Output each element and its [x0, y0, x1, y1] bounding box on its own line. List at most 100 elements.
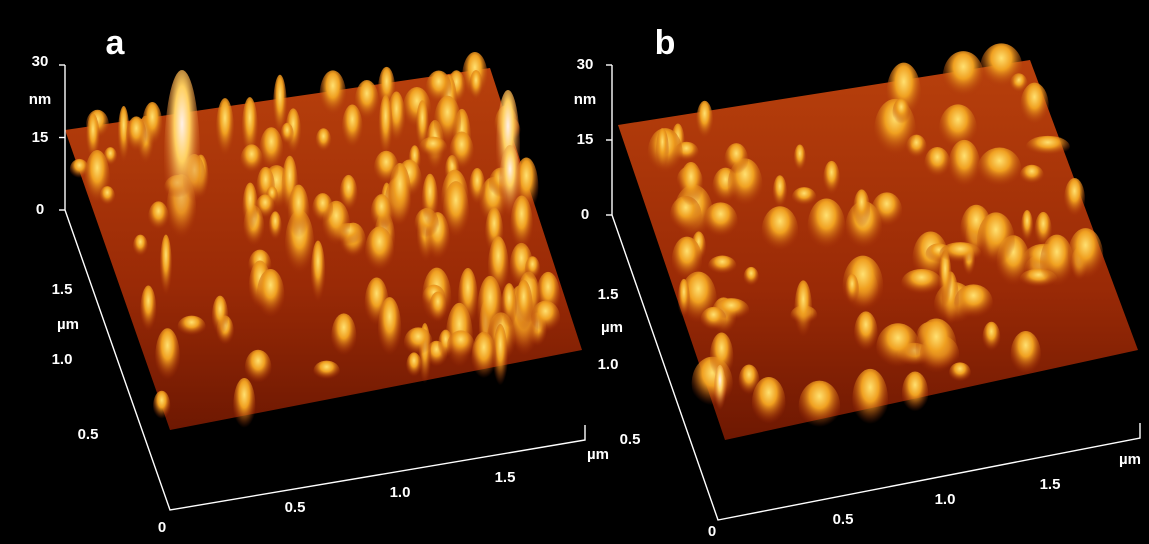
y-axis-label: 0.5: [78, 426, 99, 443]
surface-peak: [256, 194, 275, 221]
surface-peak: [724, 143, 748, 177]
surface-peak: [948, 140, 980, 193]
panel-label: a: [106, 24, 126, 62]
x-axis-label: µm: [587, 446, 609, 463]
surface-peak: [133, 235, 148, 259]
surface-peak: [679, 162, 703, 211]
y-axis-label: µm: [57, 316, 79, 333]
x-axis-label: 1.5: [1040, 476, 1061, 493]
surface-peak: [1020, 165, 1044, 186]
surface-peak: [499, 145, 521, 225]
surface-peak: [762, 206, 799, 256]
afm-figure: a30nm1501.5µm1.00.500.51.01.5µm b30nm150…: [0, 0, 1149, 544]
surface-peak: [1021, 210, 1033, 245]
x-axis-label: 1.0: [390, 484, 411, 501]
surface-peak: [404, 327, 433, 357]
z-axis-label: 30: [32, 53, 49, 70]
x-axis-label: 0.5: [833, 511, 854, 528]
surface-peak: [216, 98, 234, 164]
surface-peak: [155, 328, 180, 385]
x-axis-label: 0.5: [285, 499, 306, 516]
x-axis-label: 1.0: [935, 491, 956, 508]
surface-peak: [259, 127, 283, 174]
surface-peak: [416, 100, 429, 158]
surface-peak: [954, 284, 993, 321]
surface-peak: [320, 70, 347, 121]
surface-peak: [242, 183, 258, 236]
panel-label: b: [655, 24, 676, 62]
y-axis-label: 1.5: [52, 281, 73, 298]
surface-peak: [501, 283, 517, 332]
x-axis-label: µm: [1119, 451, 1141, 468]
surface-peak: [744, 267, 759, 288]
surface-peak: [924, 147, 950, 181]
origin-label: 0: [158, 519, 166, 536]
y-axis-label: 1.5: [598, 286, 619, 303]
surface-peak: [1035, 212, 1052, 251]
x-axis-label: 1.5: [495, 469, 516, 486]
surface-peak: [672, 237, 702, 285]
surface-peak: [794, 280, 812, 343]
surface-peak: [257, 269, 285, 322]
surface-peak: [288, 185, 310, 244]
surface-peak: [656, 128, 669, 173]
surface-peak: [374, 151, 399, 188]
surface-peak: [443, 181, 469, 244]
surface-peak: [525, 256, 540, 282]
surface-peak: [845, 274, 859, 307]
y-axis-label: 1.0: [598, 356, 619, 373]
surface-peak: [422, 174, 438, 232]
surface-peak: [980, 43, 1022, 92]
surface-peak: [233, 378, 255, 433]
surface-peak: [153, 391, 170, 422]
z-axis-label: 15: [32, 129, 49, 146]
surface-peak: [977, 212, 1015, 270]
surface-peak: [240, 144, 263, 176]
surface-peak: [365, 227, 394, 277]
surface-peak: [126, 116, 147, 156]
surface-peak: [281, 123, 294, 147]
y-axis-label: 0.5: [620, 431, 641, 448]
surface-peak: [808, 198, 846, 254]
surface-peak: [469, 70, 482, 104]
surface-peak: [140, 286, 156, 336]
surface-peak: [148, 201, 169, 233]
surface-peak: [752, 377, 786, 429]
surface-peak: [916, 319, 957, 379]
surface-peak: [714, 365, 726, 415]
surface-peak: [447, 330, 474, 360]
surface-peak: [893, 98, 910, 126]
surface-peak: [245, 350, 272, 387]
z-axis-label: nm: [574, 91, 597, 108]
surface-peak: [792, 187, 816, 208]
surface-peak: [983, 322, 1001, 354]
z-axis-label: nm: [29, 91, 52, 108]
surface-peak: [164, 70, 200, 250]
surface-peak: [678, 279, 690, 322]
surface-peak: [773, 175, 787, 211]
surface-peak: [378, 297, 401, 361]
surface-peak: [531, 301, 560, 335]
y-axis-label: 1.0: [52, 351, 73, 368]
surface-peak: [1011, 331, 1041, 378]
surface-peak: [901, 269, 942, 297]
surface-peak: [1064, 178, 1085, 221]
surface-peak: [823, 161, 840, 199]
surface-peak: [469, 168, 485, 209]
surface-peak: [434, 96, 461, 150]
surface-peak: [1026, 136, 1070, 158]
surface-peak: [342, 105, 363, 154]
surface-peak: [1068, 228, 1104, 285]
z-axis-label: 30: [577, 56, 594, 73]
surface-peak: [406, 352, 421, 379]
surface-peak: [703, 202, 737, 241]
surface-peak: [1020, 83, 1049, 131]
surface-peak: [178, 316, 206, 338]
surface-peak: [852, 369, 888, 430]
surface-peak: [515, 280, 533, 336]
surface-peak: [331, 313, 356, 360]
surface-peak: [853, 189, 870, 231]
surface-peak: [477, 276, 503, 346]
surface-peak: [876, 323, 919, 372]
